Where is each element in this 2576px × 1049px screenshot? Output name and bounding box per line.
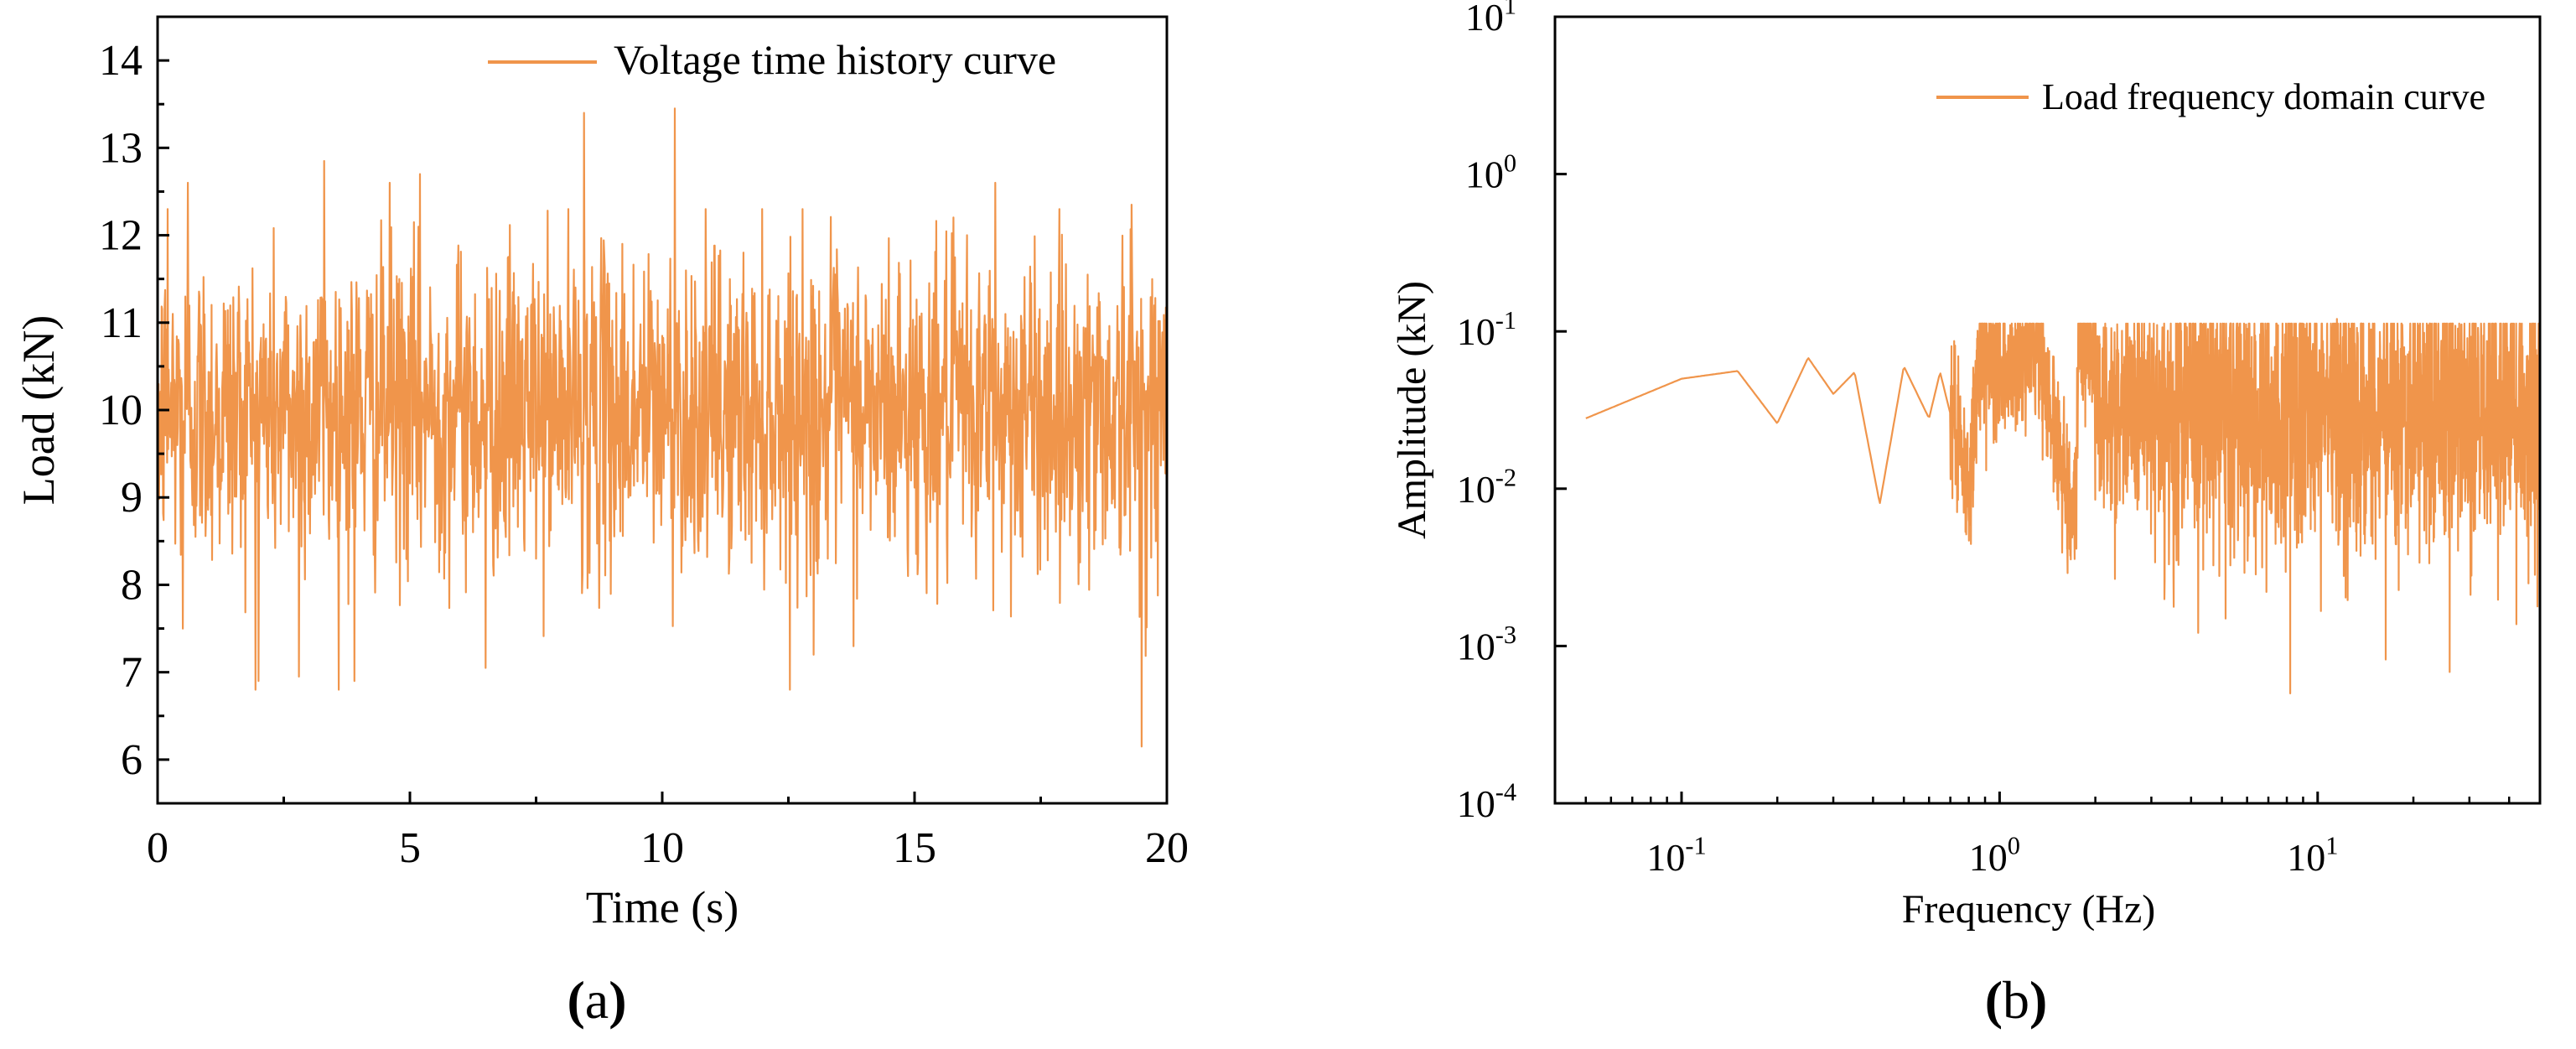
panel-a-y-ticks: 6 7 8 9 10 11 12 13 14 (99, 37, 169, 784)
panel-a-y-tick-label: 6 (121, 736, 143, 784)
panel-a-legend-label: Voltage time history curve (614, 36, 1056, 83)
panel-b-frequency-domain-chart: 10-1 100 101 101 100 10-1 10-2 10-3 10-4 Load f… (1390, 0, 2542, 1030)
voltage-time-history-line (156, 107, 1169, 748)
panel-a-y-tick-label: 12 (99, 212, 143, 260)
panel-b-y-tick-label: 10-1 (1457, 306, 1516, 353)
panel-b-y-tick-label: 10-2 (1457, 463, 1516, 510)
panel-b-y-tick-label: 101 (1465, 0, 1516, 39)
panel-a-x-axis-label: Time (s) (586, 882, 739, 932)
panel-b-x-axis-label: Frequency (Hz) (1902, 887, 2156, 932)
panel-a-x-tick-label: 15 (893, 824, 936, 872)
panel-a-y-tick-label: 13 (99, 124, 143, 172)
panel-a-y-tick-label: 8 (121, 561, 143, 609)
panel-a-x-tick-label: 5 (399, 824, 421, 872)
panel-b-x-tick-label: 101 (2287, 832, 2338, 879)
panel-b-caption-letter: b (2003, 970, 2029, 1030)
panel-a-x-tick-label: 0 (147, 824, 168, 872)
panel-b-x-tick-label: 100 (1969, 832, 2020, 879)
panel-a-caption-letter: a (585, 970, 609, 1030)
panel-b-legend: Load frequency domain curve (1936, 76, 2485, 117)
panel-a-y-tick-label: 10 (99, 387, 143, 434)
panel-a-x-tick-label: 10 (640, 824, 684, 872)
panel-a-y-tick-label: 9 (121, 474, 143, 522)
panel-b-axes-frame (1553, 15, 2542, 805)
panel-b-y-axis-label: Amplitude (kN) (1390, 281, 1434, 539)
panel-a-y-tick-label: 11 (101, 299, 143, 347)
panel-a-y-tick-label: 14 (99, 37, 143, 85)
panel-a-x-tick-label: 20 (1145, 824, 1189, 872)
panel-a-time-history-chart: 0 5 10 15 20 6 7 8 9 10 11 12 13 14 Voltage time his… (13, 15, 1189, 1030)
panel-a-y-axis-label: Load (kN) (13, 315, 64, 505)
panel-b-legend-label: Load frequency domain curve (2042, 76, 2485, 117)
panel-a-legend: Voltage time history curve (488, 36, 1056, 83)
panel-b-x-tick-label: 10-1 (1646, 832, 1706, 879)
panel-a-x-ticks: 0 5 10 15 20 (147, 792, 1189, 872)
panel-a-caption: (a) (567, 970, 626, 1030)
panel-b-y-tick-label: 100 (1465, 148, 1516, 195)
panel-b-y-tick-label: 10-4 (1457, 778, 1516, 825)
load-frequency-domain-line (1585, 318, 2542, 694)
panel-a-y-tick-label: 7 (121, 649, 143, 697)
panel-b-caption: (b) (1985, 970, 2048, 1030)
panel-b-y-tick-label: 10-3 (1457, 621, 1516, 667)
panel-b-x-ticks: 10-1 100 101 (1553, 792, 2542, 879)
panel-b-y-ticks: 101 100 10-1 10-2 10-3 10-4 (1457, 0, 1567, 825)
